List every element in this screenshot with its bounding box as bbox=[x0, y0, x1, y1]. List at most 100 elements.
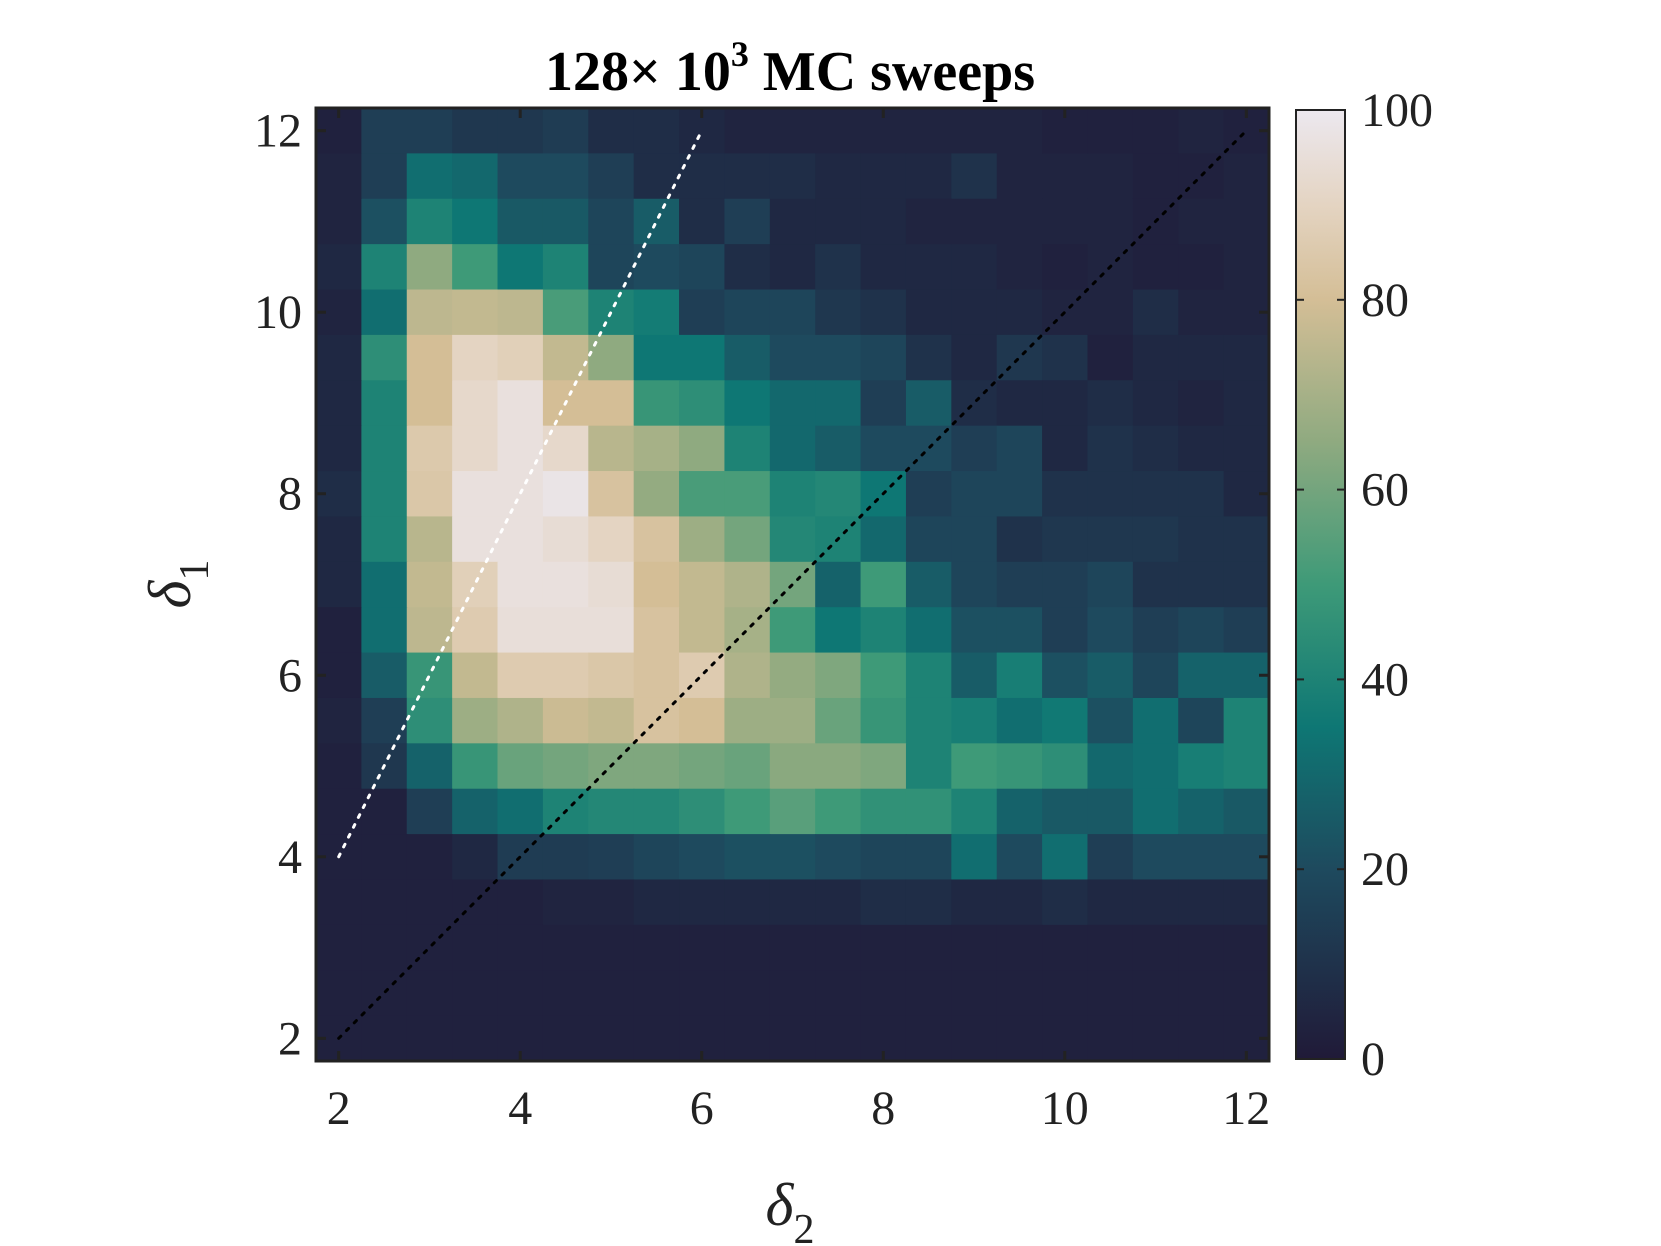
heatmap-cell bbox=[996, 607, 1043, 654]
heatmap-cell bbox=[996, 561, 1043, 608]
colorbar-tick-label: 0 bbox=[1361, 1033, 1385, 1086]
heatmap-cell bbox=[406, 289, 453, 336]
heatmap-cell bbox=[542, 471, 589, 518]
y-tick-label: 10 bbox=[254, 286, 302, 339]
heatmap-cell bbox=[815, 289, 862, 336]
heatmap-cell bbox=[588, 652, 635, 699]
heatmap-cell bbox=[1132, 607, 1179, 654]
heatmap-cell bbox=[361, 244, 408, 291]
heatmap-cell bbox=[316, 380, 362, 427]
heatmap-cell bbox=[679, 834, 726, 881]
heatmap-cell bbox=[361, 697, 408, 744]
heatmap-cell bbox=[406, 561, 453, 608]
heatmap-cell bbox=[1132, 879, 1179, 926]
heatmap-cell bbox=[996, 879, 1043, 926]
heatmap-cell bbox=[1178, 108, 1225, 154]
heatmap-cell bbox=[724, 471, 771, 518]
heatmap-cell bbox=[452, 289, 499, 336]
heatmap-cell bbox=[769, 153, 816, 200]
heatmap-cell bbox=[679, 743, 726, 790]
heatmap-cell bbox=[633, 153, 680, 200]
heatmap-cell bbox=[1178, 198, 1225, 245]
heatmap-cell bbox=[951, 244, 998, 291]
heatmap-cell bbox=[951, 516, 998, 563]
heatmap-cell bbox=[996, 652, 1043, 699]
heatmap-cell bbox=[588, 198, 635, 245]
heatmap-cell bbox=[452, 607, 499, 654]
heatmap-cell bbox=[815, 607, 862, 654]
heatmap-cell bbox=[724, 334, 771, 381]
heatmap-cell bbox=[588, 561, 635, 608]
heatmap-cell bbox=[1223, 970, 1269, 1017]
heatmap-cell bbox=[860, 788, 907, 835]
heatmap-cell bbox=[679, 153, 726, 200]
colorbar-tick-label: 80 bbox=[1361, 274, 1409, 327]
heatmap-cell bbox=[316, 607, 362, 654]
heatmap-cell bbox=[905, 153, 952, 200]
heatmap-cell bbox=[406, 153, 453, 200]
heatmap-cell bbox=[1087, 289, 1134, 336]
heatmap-cell bbox=[905, 561, 952, 608]
heatmap-cell bbox=[497, 153, 544, 200]
heatmap-cell bbox=[316, 516, 362, 563]
heatmap-cell bbox=[406, 244, 453, 291]
heatmap-cell bbox=[316, 924, 362, 971]
heatmap-cell bbox=[588, 108, 635, 154]
heatmap-cell bbox=[452, 425, 499, 472]
heatmap-cell bbox=[905, 834, 952, 881]
plot-frame bbox=[314, 106, 1271, 1063]
heatmap-cell bbox=[633, 743, 680, 790]
heatmap-cell bbox=[815, 108, 862, 154]
heatmap-cell bbox=[1087, 788, 1134, 835]
heatmap-cell bbox=[633, 380, 680, 427]
heatmap-cell bbox=[452, 471, 499, 518]
heatmap-cell bbox=[1178, 652, 1225, 699]
heatmap-cell bbox=[951, 607, 998, 654]
heatmap-cell bbox=[769, 743, 816, 790]
heatmap-cell bbox=[1087, 425, 1134, 472]
heatmap-cell bbox=[588, 697, 635, 744]
y-tick-label: 4 bbox=[278, 831, 302, 884]
x-axis: 2 4 6 8 10 12 bbox=[327, 108, 1270, 1135]
heatmap-cell bbox=[951, 924, 998, 971]
heatmap-cell bbox=[996, 1015, 1043, 1061]
heatmap-cell bbox=[588, 153, 635, 200]
heatmap-cell bbox=[724, 743, 771, 790]
heatmap-cell bbox=[497, 561, 544, 608]
y-tick-label: 6 bbox=[278, 649, 302, 702]
heatmap-cell bbox=[633, 425, 680, 472]
heatmap-cell bbox=[406, 970, 453, 1017]
heatmap-cell bbox=[542, 1015, 589, 1061]
reference-line-2 bbox=[337, 129, 1248, 1040]
heatmap-cell bbox=[452, 108, 499, 154]
heatmap-cell bbox=[361, 561, 408, 608]
heatmap-cell bbox=[633, 108, 680, 154]
heatmap-cell bbox=[996, 108, 1043, 154]
heatmap-cell bbox=[542, 924, 589, 971]
heatmap-cell bbox=[497, 607, 544, 654]
y-tick-label: 12 bbox=[254, 105, 302, 158]
heatmap-cell bbox=[452, 697, 499, 744]
heatmap-cell bbox=[542, 108, 589, 154]
heatmap-cell bbox=[633, 516, 680, 563]
heatmap-cell bbox=[542, 334, 589, 381]
heatmap-cell bbox=[361, 516, 408, 563]
heatmap-cell bbox=[1087, 380, 1134, 427]
heatmap-cell bbox=[497, 516, 544, 563]
heatmap-cell bbox=[542, 879, 589, 926]
heatmap-cell bbox=[1042, 471, 1089, 518]
x-tick-label: 6 bbox=[690, 1082, 714, 1135]
heatmap-cell bbox=[1087, 198, 1134, 245]
heatmap-cell bbox=[588, 471, 635, 518]
heatmap-cell bbox=[679, 516, 726, 563]
heatmap-cell bbox=[1223, 924, 1269, 971]
heatmap-cell bbox=[815, 1015, 862, 1061]
y-axis-subscript: 1 bbox=[172, 560, 218, 581]
heatmap-cell bbox=[633, 834, 680, 881]
heatmap-cell bbox=[860, 834, 907, 881]
heatmap-cell bbox=[905, 697, 952, 744]
heatmap-cell bbox=[1132, 425, 1179, 472]
heatmap-cell bbox=[452, 1015, 499, 1061]
heatmap-cell bbox=[996, 743, 1043, 790]
heatmap-cell bbox=[1087, 879, 1134, 926]
